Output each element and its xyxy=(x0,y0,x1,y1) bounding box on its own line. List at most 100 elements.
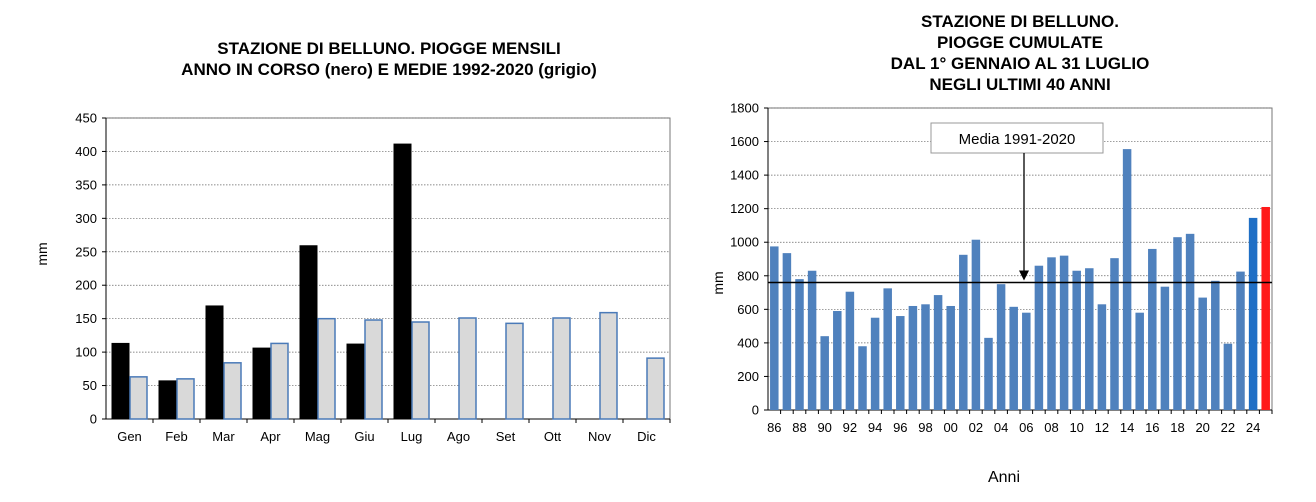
left-x-tick-label: Set xyxy=(496,429,516,444)
annual-rain-bar xyxy=(1009,306,1018,410)
left-title-line2: ANNO IN CORSO (nero) E MEDIE 1992-2020 (… xyxy=(181,60,597,79)
left-y-tick-label: 50 xyxy=(83,378,97,393)
left-x-tick-label: Feb xyxy=(165,429,187,444)
mean-bar xyxy=(505,322,524,420)
right-title-line4: NEGLI ULTIMI 40 ANNI xyxy=(929,75,1111,94)
right-x-tick-label: 22 xyxy=(1221,420,1235,435)
left-plot-area xyxy=(105,117,671,420)
current-year-bar xyxy=(299,245,318,420)
left-x-tick-label: Giu xyxy=(354,429,374,444)
mean-bar xyxy=(317,317,336,420)
left-x-tick-label: Nov xyxy=(588,429,612,444)
annual-rain-bar xyxy=(883,288,892,410)
right-x-tick-label: 14 xyxy=(1120,420,1134,435)
right-x-tick-label: 00 xyxy=(943,420,957,435)
annual-rain-bar xyxy=(1122,149,1132,410)
annual-rain-bar xyxy=(1261,206,1270,410)
right-x-tick-label: 16 xyxy=(1145,420,1159,435)
mean-bar xyxy=(270,342,289,420)
mean-bar xyxy=(223,362,242,420)
annual-rain-bar xyxy=(908,305,918,410)
right-x-tick-label: 24 xyxy=(1246,420,1260,435)
right-x-tick-label: 20 xyxy=(1195,420,1209,435)
left-y-tick-label: 250 xyxy=(75,244,97,259)
right-x-tick-label: 86 xyxy=(767,420,781,435)
annual-rain-bar xyxy=(1110,258,1119,410)
left-y-tick-label: 200 xyxy=(75,278,97,293)
right-y-tick-label: 600 xyxy=(737,302,759,317)
left-x-tick-label: Gen xyxy=(117,429,142,444)
right-y-tick-label: 800 xyxy=(737,268,759,283)
annual-rain-bar xyxy=(820,336,829,410)
left-y-tick-label: 100 xyxy=(75,345,97,360)
right-x-tick-label: 18 xyxy=(1170,420,1184,435)
left-x-tick-label: Dic xyxy=(637,429,656,444)
current-year-bar xyxy=(158,380,177,420)
annual-rain-bar xyxy=(1248,217,1258,410)
mean-bar xyxy=(646,357,665,420)
right-y-tick-label: 1400 xyxy=(730,168,759,183)
right-title-line1: STAZIONE DI BELLUNO. xyxy=(920,12,1119,31)
left-y-tick-label: 150 xyxy=(75,311,97,326)
annual-rain-bar xyxy=(1198,297,1207,410)
right-x-tick-label: 96 xyxy=(893,420,907,435)
annual-rain-bar xyxy=(845,291,855,410)
annual-rain-bar xyxy=(959,254,968,410)
annual-rain-bar xyxy=(996,284,1006,410)
right-y-tick-label: 200 xyxy=(737,369,759,384)
right-x-tick-label: 88 xyxy=(792,420,806,435)
mean-bar xyxy=(552,317,571,420)
left-x-tick-label: Mag xyxy=(305,429,330,444)
mean-bar xyxy=(129,376,148,420)
annual-rain-bar xyxy=(1173,237,1182,410)
annual-rain-bar xyxy=(933,295,943,410)
annual-rain-bar xyxy=(1185,233,1195,410)
right-x-tick-label: 90 xyxy=(817,420,831,435)
annual-rain-bar xyxy=(858,346,867,410)
annual-rain-bar xyxy=(1097,304,1107,410)
annual-rain-bar xyxy=(795,279,804,410)
left-x-tick-label: Apr xyxy=(260,429,281,444)
left-x-tick-label: Mar xyxy=(212,429,235,444)
right-x-tick-label: 92 xyxy=(843,420,857,435)
left-y-tick-label: 400 xyxy=(75,144,97,159)
left-y-tick-label: 350 xyxy=(75,177,97,192)
left-y-axis-label: mm xyxy=(34,242,50,265)
annual-rain-bar xyxy=(1072,270,1081,410)
annual-rain-bar xyxy=(782,253,792,410)
current-year-bar xyxy=(205,305,224,420)
left-x-tick-label: Ago xyxy=(447,429,470,444)
annual-rain-bar xyxy=(1148,248,1157,410)
right-x-axis-label: Anni xyxy=(988,469,1020,486)
annual-rain-bar xyxy=(946,305,955,410)
right-x-tick-label: 12 xyxy=(1095,420,1109,435)
current-year-bar xyxy=(393,143,412,420)
mean-bar xyxy=(364,319,383,420)
left-y-tick-label: 450 xyxy=(75,111,97,126)
mean-bar xyxy=(458,317,477,420)
right-y-tick-label: 1600 xyxy=(730,134,759,149)
right-x-tick-label: 98 xyxy=(918,420,932,435)
right-x-tick-label: 94 xyxy=(868,420,882,435)
mean-annotation-box xyxy=(930,122,1104,154)
annual-rain-bar xyxy=(1085,268,1094,410)
mean-annotation-label: Media 1991-2020 xyxy=(959,131,1076,148)
annual-rain-bar xyxy=(833,311,842,410)
mean-bar xyxy=(411,321,430,420)
left-y-tick-label: 300 xyxy=(75,211,97,226)
right-title-line3: DAL 1° GENNAIO AL 31 LUGLIO xyxy=(890,54,1150,73)
annual-rain-bar xyxy=(1034,265,1044,410)
annual-rain-bar xyxy=(870,317,880,410)
right-x-tick-label: 10 xyxy=(1069,420,1083,435)
left-y-tick-label: 0 xyxy=(90,412,97,427)
right-title-line2: PIOGGE CUMULATE xyxy=(937,33,1103,52)
annual-rain-bar xyxy=(1236,271,1245,410)
left-x-tick-label: Ott xyxy=(544,429,562,444)
right-chart-title: STAZIONE DI BELLUNO. PIOGGE CUMULATE DAL… xyxy=(770,11,1270,95)
annual-rain-bar xyxy=(1059,255,1069,410)
right-y-tick-label: 1200 xyxy=(730,201,759,216)
right-y-tick-label: 1800 xyxy=(730,101,759,116)
right-y-tick-label: 0 xyxy=(752,403,759,418)
current-year-bar xyxy=(346,343,365,420)
